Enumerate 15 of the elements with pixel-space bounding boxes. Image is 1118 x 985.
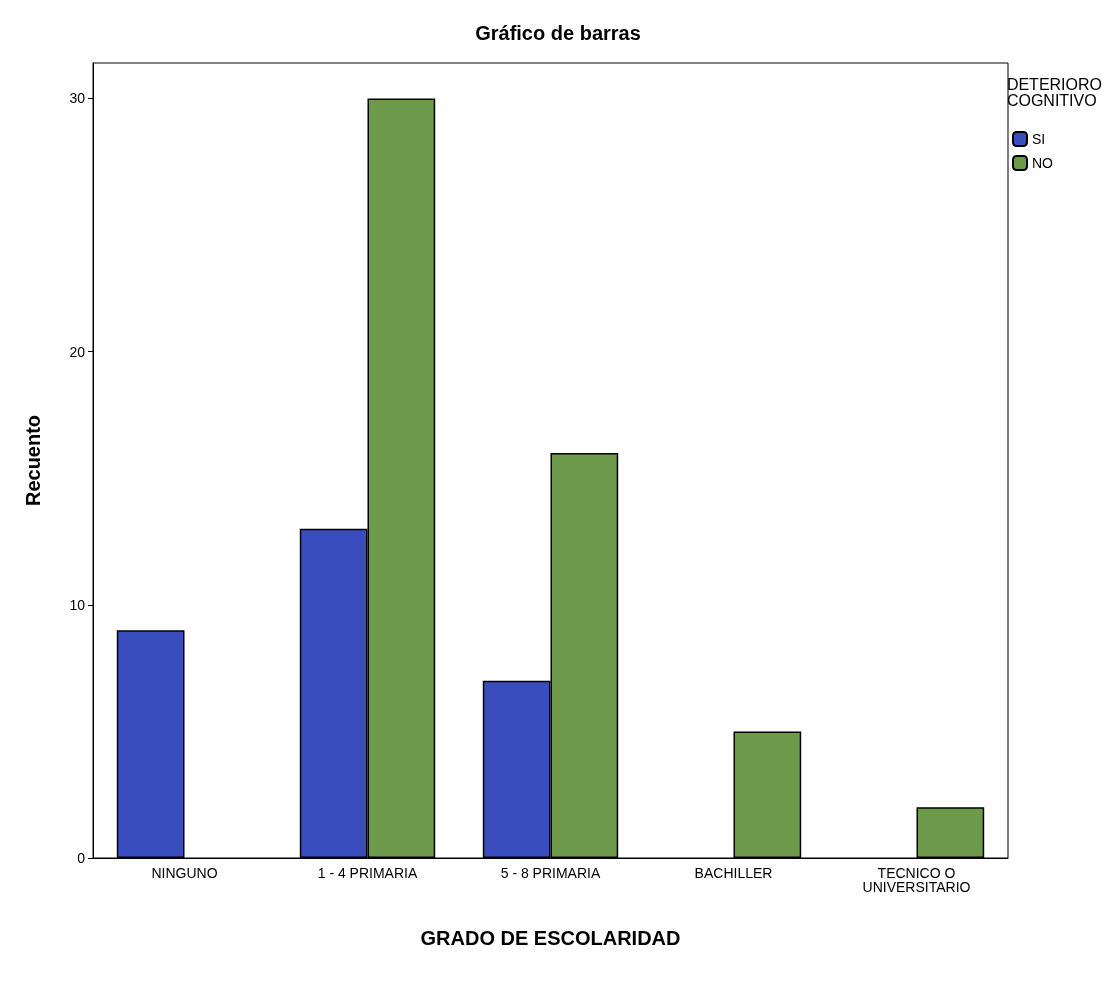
legend-label: SI <box>1032 131 1046 147</box>
x-tick-label: TECNICO O UNIVERSITARIO <box>862 865 971 895</box>
x-tick-label: 1 - 4 PRIMARIA <box>317 865 418 881</box>
x-tick-label: 5 - 8 PRIMARIA <box>500 865 601 881</box>
y-tick-label: 0 <box>77 850 86 866</box>
y-tick-label: 20 <box>69 343 86 360</box>
x-tick-label: BACHILLER <box>694 865 773 881</box>
x-axis-title: GRADO DE ESCOLARIDAD <box>420 927 681 949</box>
x-tick-label: NINGUNO <box>151 865 218 881</box>
y-tick-label: 10 <box>69 596 86 613</box>
chart-title: Gráfico de barras <box>475 22 641 44</box>
legend-label: NO <box>1032 155 1054 171</box>
legend-title: DETERIORO COGNITIVO <box>1006 75 1103 109</box>
y-tick-label: 30 <box>69 90 86 107</box>
y-axis-title: Recuento <box>22 414 44 507</box>
